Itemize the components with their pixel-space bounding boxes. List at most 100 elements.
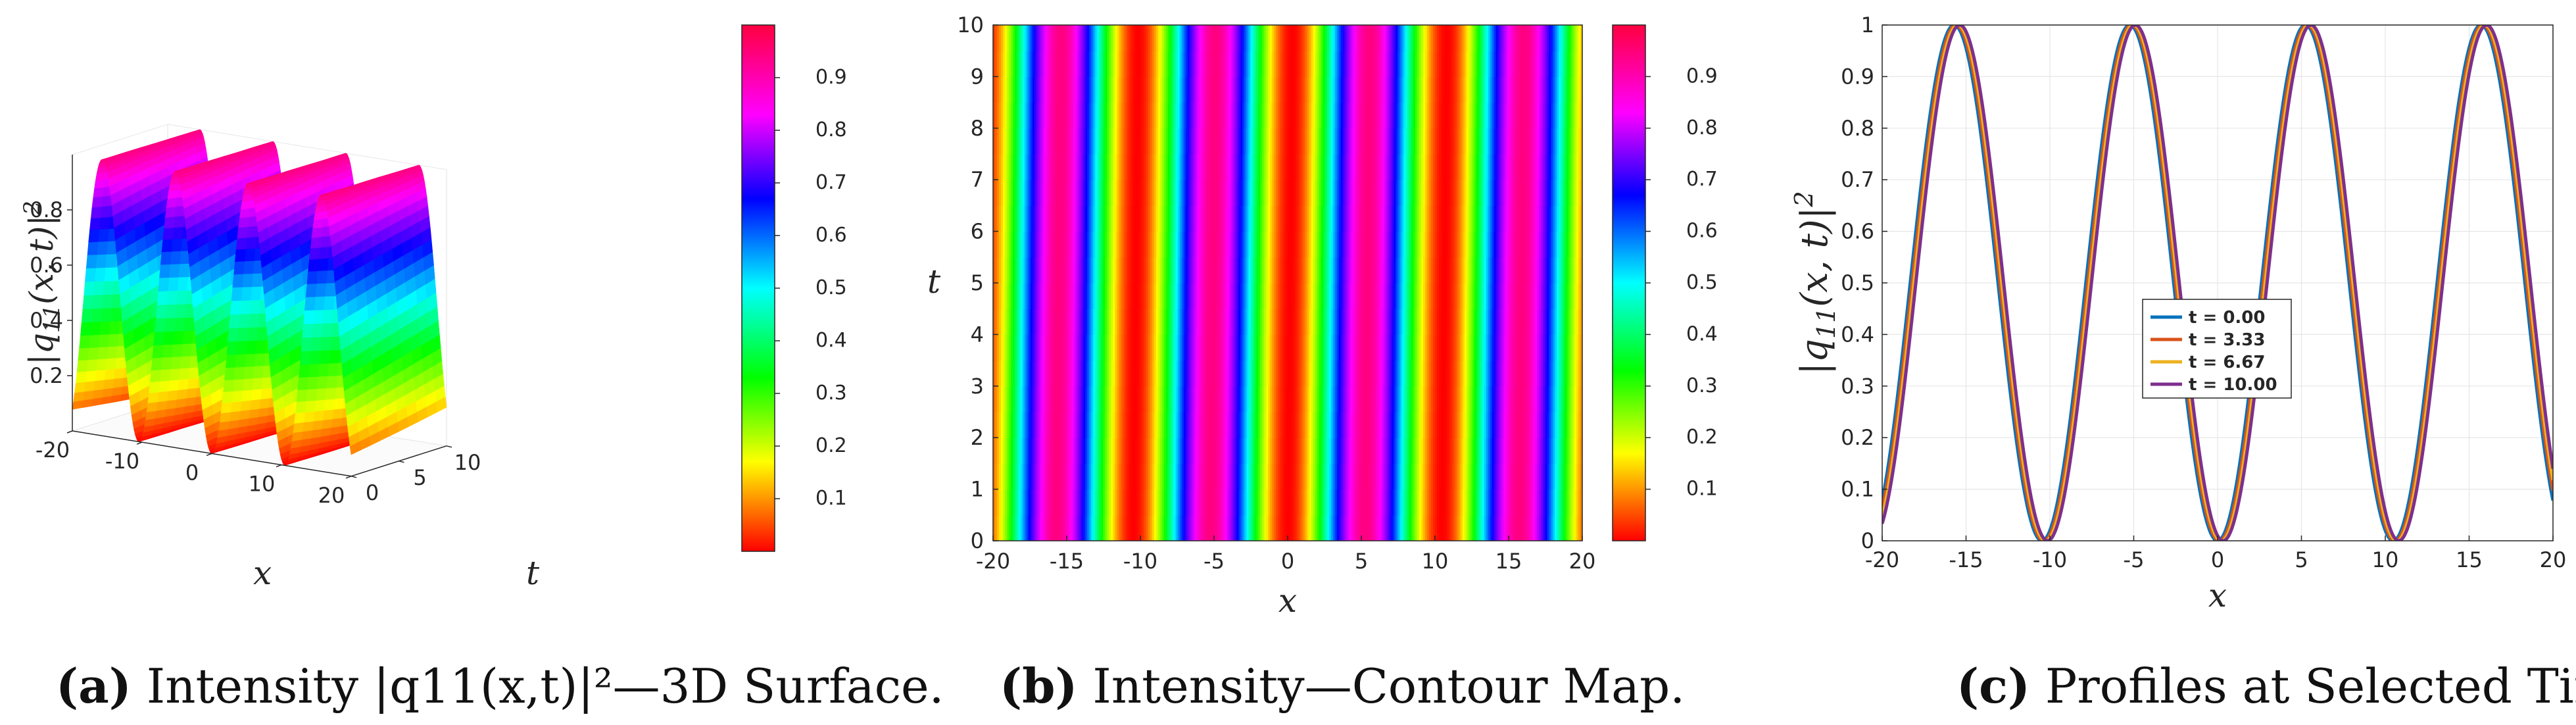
- panel-b-cell: [1138, 514, 1141, 541]
- panel-b-cell: [1472, 489, 1475, 516]
- panel-b-cell: [1225, 412, 1228, 438]
- panel-b-cell: [1008, 334, 1011, 361]
- panel-b-cell: [1201, 309, 1204, 335]
- panel-b-cell: [1388, 489, 1390, 516]
- panel-b-cell: [1134, 489, 1137, 516]
- panel-b-cell: [1470, 463, 1473, 490]
- panel-b-cell: [1278, 360, 1280, 387]
- panel-b-cell: [1399, 489, 1402, 516]
- panel-b-cell: [1260, 386, 1263, 413]
- panel-b-cell: [1527, 438, 1530, 464]
- panel-b-cell: [1240, 360, 1243, 387]
- panel-a-surface-cell: [237, 226, 249, 239]
- panel-b-cell: [1278, 514, 1280, 541]
- panel-b-cell: [1130, 386, 1133, 413]
- panel-b-cell: [1348, 463, 1351, 490]
- panel-a-surface-cell: [239, 409, 250, 420]
- panel-b-cell: [1415, 463, 1418, 490]
- panel-b-cell: [1338, 514, 1342, 541]
- panel-b-cell: [1326, 334, 1330, 361]
- panel-b-cell: [1521, 360, 1524, 387]
- panel-b-cell: [1372, 463, 1375, 490]
- panel-b-cell: [1211, 463, 1214, 490]
- panel-a-surface-cell: [80, 322, 91, 336]
- panel-b-cell: [1187, 438, 1190, 464]
- panel-b-cell: [1515, 412, 1519, 438]
- panel-b-cell: [1474, 463, 1477, 490]
- panel-b-cell: [1574, 412, 1577, 438]
- panel-b-cell: [1083, 360, 1086, 387]
- panel-b-cell: [1460, 463, 1463, 490]
- panel-b-cell: [1167, 309, 1171, 335]
- panel-b-cell: [1044, 309, 1047, 335]
- panel-b-cell: [1030, 463, 1033, 490]
- panel-b-cell: [1572, 412, 1575, 438]
- panel-b-cell: [1384, 438, 1386, 464]
- panel-b-cell: [1227, 386, 1229, 413]
- panel-b-cell: [1069, 412, 1073, 438]
- panel-b-cell: [1057, 412, 1061, 438]
- panel-b-cell: [1411, 386, 1414, 413]
- panel-b-cell: [1547, 334, 1549, 361]
- panel-b-cell: [1228, 309, 1231, 335]
- panel-b-cell: [1350, 489, 1353, 516]
- panel-b-cell: [1525, 489, 1528, 516]
- panel-b-cell: [1010, 309, 1013, 335]
- panel-b-cell: [1431, 334, 1434, 361]
- panel-b-cell: [1543, 514, 1545, 541]
- panel-b-cell: [1134, 463, 1137, 490]
- panel-b-cell: [1368, 412, 1371, 438]
- panel-b-cell: [1307, 438, 1310, 464]
- panel-b-cell: [1132, 412, 1135, 438]
- panel-b-cell: [1464, 438, 1467, 464]
- panel-b-cell: [1006, 438, 1009, 464]
- panel-b-cell: [1547, 386, 1549, 413]
- panel-b-cell: [1319, 386, 1322, 413]
- panel-b-cell: [1038, 360, 1041, 387]
- panel-b-cell: [1390, 489, 1392, 516]
- panel-b-cell: [1152, 463, 1155, 490]
- panel-a-z-tick-label: 0.4: [30, 308, 63, 333]
- panel-b-cell: [1115, 489, 1117, 516]
- panel-b-cell: [1228, 489, 1231, 516]
- panel-a-surface-cell: [304, 296, 316, 311]
- panel-b-cell: [1044, 463, 1047, 490]
- panel-b-cell: [1419, 514, 1422, 541]
- panel-b-cell: [1093, 334, 1096, 361]
- panel-b-cell: [1067, 334, 1071, 361]
- panel-b-cell: [1559, 438, 1561, 464]
- panel-a-surface-cell: [101, 294, 113, 309]
- panel-b-cell: [1321, 412, 1324, 438]
- panel-b-cell: [1050, 386, 1053, 413]
- panel-b-cell: [1492, 489, 1495, 516]
- panel-b-cell: [1570, 334, 1573, 361]
- panel-a-colorbar-tick-label: 0.1: [815, 487, 847, 510]
- panel-b-cell: [1568, 360, 1571, 387]
- panel-b-cell: [1154, 438, 1157, 464]
- panel-b-cell: [1423, 386, 1426, 413]
- panel-b-cell: [1476, 463, 1479, 490]
- panel-b-cell: [1254, 386, 1257, 413]
- panel-a-surface-cell: [165, 304, 177, 318]
- panel-b-cell: [1227, 360, 1229, 387]
- panel-b-cell: [1340, 386, 1344, 413]
- panel-b-cell: [1071, 412, 1075, 438]
- panel-b-cell: [1199, 309, 1202, 335]
- panel-b-cell: [1307, 360, 1310, 387]
- panel-b-cell: [1450, 438, 1453, 464]
- panel-b-cell: [1576, 334, 1579, 361]
- panel-b-cell: [1284, 412, 1286, 438]
- panel-b-cell: [1413, 514, 1416, 541]
- panel-a-surface-cell: [250, 286, 262, 301]
- panel-b-cell: [1083, 412, 1086, 438]
- panel-b-cell: [1462, 334, 1465, 361]
- panel-b-cell: [1250, 386, 1253, 413]
- panel-b-cell: [1384, 463, 1386, 490]
- panel-a-surface-cell: [231, 286, 243, 301]
- panel-b-cell: [1167, 334, 1171, 361]
- panel-b-cell: [1040, 514, 1043, 541]
- panel-b-cell: [1299, 438, 1302, 464]
- panel-b-cell: [1063, 463, 1067, 490]
- panel-b-cell: [1252, 489, 1255, 516]
